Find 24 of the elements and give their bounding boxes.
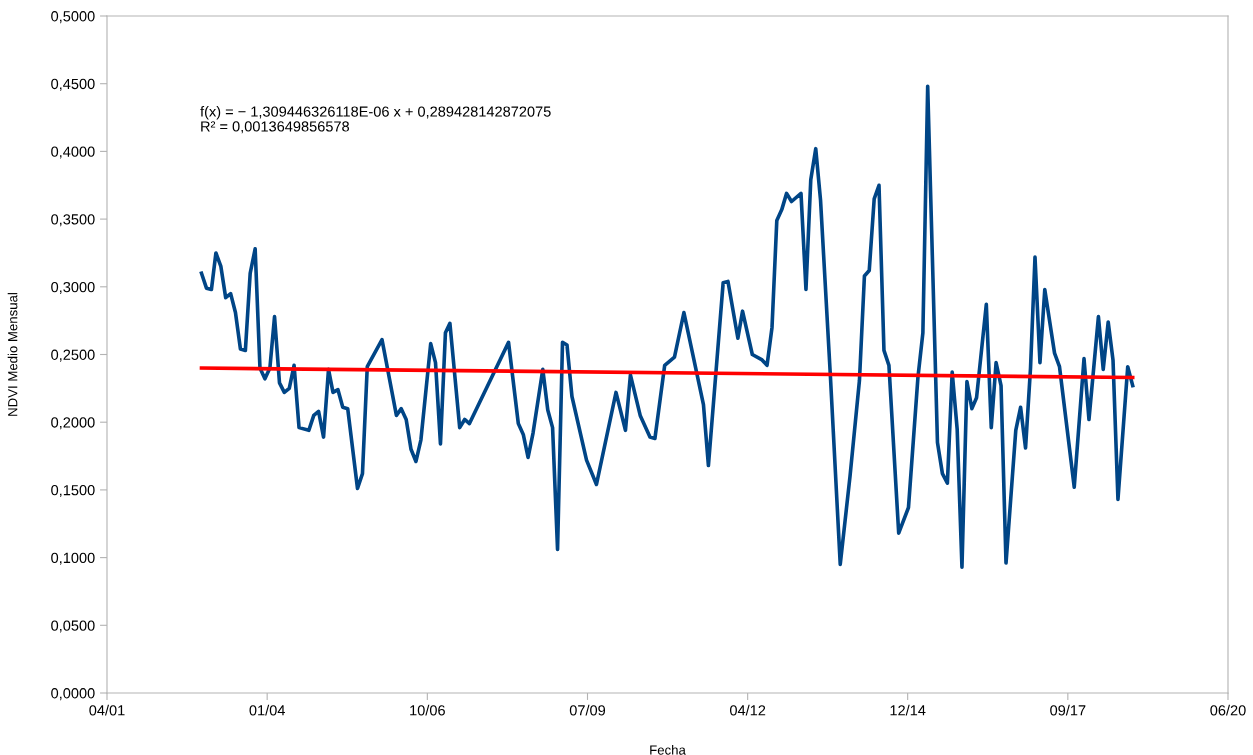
y-tick-label: 0,2000 [51,417,95,430]
x-axis-title: Fecha [650,745,686,755]
y-tick-label: 0,2500 [51,349,95,362]
line-series [199,84,1135,569]
x-tick-label: 04/01 [89,704,125,716]
x-tick-label: 06/20 [1210,704,1246,716]
y-tick-label: 0,3000 [51,281,95,294]
x-tick-label: 04/12 [729,704,766,716]
x-tick-label: 12/14 [890,704,926,716]
x-tick-label: 07/09 [569,704,606,716]
annotation: R² = 0,0013649856578 [201,121,350,134]
x-tick-label: 09/17 [1050,704,1086,716]
y-tick-label: 0,0000 [51,688,95,701]
y-tick-label: 0,5000 [51,11,95,24]
y-tick-label: 0,4500 [51,78,95,91]
x-tick-label: 10/06 [410,704,445,716]
y-tick-label: 0,1500 [51,485,95,498]
y-tick-label: 0,0500 [51,620,95,633]
y-tick-label: 0,1000 [51,552,95,565]
annotation: f(x) = − 1,309446326118E-06 x + 0,289428142872075 [200,106,551,120]
y-axis-title: NDVI Medio Mensual [7,293,18,416]
y-tick-label: 0,3500 [51,214,95,227]
y-tick-label: 0,4000 [51,146,95,159]
x-tick-label: 01/04 [249,704,285,716]
